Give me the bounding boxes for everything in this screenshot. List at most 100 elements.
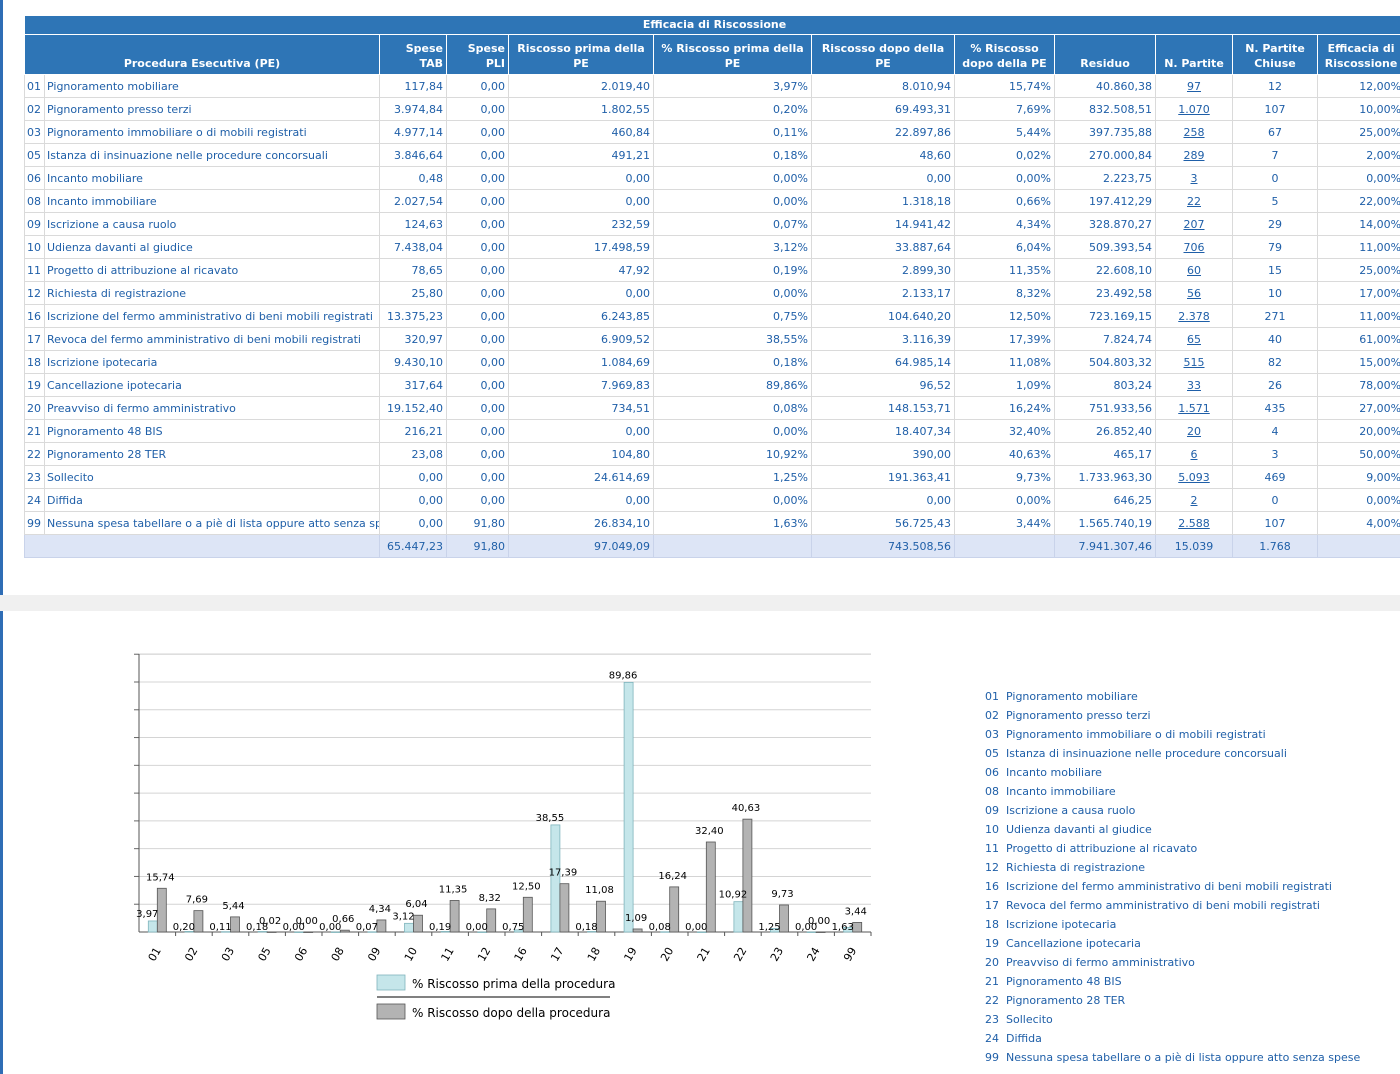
legend-item-name: Pignoramento 28 TER: [1006, 994, 1126, 1007]
n-partite-cell[interactable]: 65: [1155, 327, 1233, 351]
legend-item-code: 06: [985, 766, 999, 779]
data-label-dopo: 1,09: [625, 913, 647, 924]
data-label-dopo: 17,39: [549, 868, 578, 879]
n-partite-link[interactable]: 1.571: [1178, 401, 1210, 415]
residuo-cell: 26.852,40: [1054, 419, 1156, 443]
n-partite-link[interactable]: 289: [1183, 148, 1205, 162]
n-partite-link[interactable]: 65: [1187, 332, 1201, 346]
riscosso-dopo-cell: 64.985,14: [811, 350, 955, 374]
spese-tab-cell: 317,64: [379, 373, 447, 397]
n-partite-link[interactable]: 5.093: [1178, 470, 1210, 484]
n-partite-chiuse-cell: 4: [1232, 419, 1318, 443]
riscosso-dopo-cell: 0,00: [811, 488, 955, 512]
n-partite-link[interactable]: 6: [1190, 447, 1198, 461]
bar-prima: [440, 931, 451, 933]
riscosso-dopo-cell: 56.725,43: [811, 511, 955, 535]
legend-item-code: 17: [985, 899, 999, 912]
spese-tab-cell: 0,00: [379, 511, 447, 535]
chart-legend: % Riscosso prima della procedura % Riscos…: [376, 974, 615, 1020]
n-partite-cell[interactable]: 20: [1155, 419, 1233, 443]
x-tick-label: 24: [804, 945, 822, 964]
n-partite-cell[interactable]: 207: [1155, 212, 1233, 236]
riscosso-dopo-cell: 2.899,30: [811, 258, 955, 282]
n-partite-link[interactable]: 2.588: [1178, 516, 1210, 530]
n-partite-cell[interactable]: 2.378: [1155, 304, 1233, 328]
n-partite-cell[interactable]: 1.571: [1155, 396, 1233, 420]
n-partite-link[interactable]: 56: [1187, 286, 1201, 300]
n-partite-cell[interactable]: 258: [1155, 120, 1233, 144]
bar-dopo: [376, 919, 387, 933]
spese-tab-cell: 25,80: [379, 281, 447, 305]
n-partite-link[interactable]: 60: [1187, 263, 1201, 277]
x-tick-label: 01: [146, 945, 164, 964]
n-partite-cell[interactable]: 5.093: [1155, 465, 1233, 489]
x-tick-label: 12: [475, 945, 493, 964]
n-partite-cell[interactable]: 56: [1155, 281, 1233, 305]
legend-item-code: 16: [985, 880, 999, 893]
legend-item-code: 03: [985, 728, 999, 741]
bar-dopo: [559, 883, 570, 933]
data-label-prima: 0,00: [466, 922, 488, 933]
n-partite-link[interactable]: 2.378: [1178, 309, 1210, 323]
n-partite-cell[interactable]: 706: [1155, 235, 1233, 259]
n-partite-chiuse-cell: 15: [1232, 258, 1318, 282]
riscosso-prima-cell: 0,00: [508, 166, 654, 190]
bar-prima: [806, 931, 817, 933]
code-cell: 12: [24, 281, 45, 305]
pct-prima-cell: 0,18%: [653, 350, 812, 374]
legend-item-name: Iscrizione del fermo amministrativo di b…: [1006, 880, 1332, 893]
n-partite-link[interactable]: 207: [1183, 217, 1205, 231]
n-partite-chiuse-cell: 469: [1232, 465, 1318, 489]
n-partite-cell[interactable]: 2: [1155, 488, 1233, 512]
n-partite-cell[interactable]: 60: [1155, 258, 1233, 282]
legend-item-name: Revoca del fermo amministrativo di beni …: [1006, 899, 1320, 912]
pct-prima-cell: 0,75%: [653, 304, 812, 328]
n-partite-cell[interactable]: 97: [1155, 74, 1233, 98]
riscosso-dopo-cell: 69.493,31: [811, 97, 955, 121]
n-partite-link[interactable]: 33: [1187, 378, 1201, 392]
n-partite-chiuse-cell: 82: [1232, 350, 1318, 374]
pct-prima-cell: 0,20%: [653, 97, 812, 121]
n-partite-link[interactable]: 515: [1183, 355, 1205, 369]
n-partite-cell[interactable]: 289: [1155, 143, 1233, 167]
n-partite-link[interactable]: 3: [1190, 171, 1198, 185]
pct-dopo-cell: 40,63%: [954, 442, 1055, 466]
n-partite-link[interactable]: 706: [1183, 240, 1205, 254]
efficacia-cell: 0,00%: [1316, 166, 1400, 190]
n-partite-link[interactable]: 258: [1183, 125, 1205, 139]
n-partite-chiuse-cell: 0: [1232, 488, 1318, 512]
x-tick-label: 09: [365, 945, 383, 964]
data-label-dopo: 4,34: [369, 904, 391, 915]
n-partite-link[interactable]: 22: [1187, 194, 1201, 208]
n-partite-cell[interactable]: 33: [1155, 373, 1233, 397]
n-partite-cell[interactable]: 1.070: [1155, 97, 1233, 121]
n-partite-cell[interactable]: 2.588: [1155, 511, 1233, 535]
efficacia-cell: 27,00%: [1316, 396, 1400, 420]
n-partite-cell[interactable]: 3: [1155, 166, 1233, 190]
data-label-dopo: 15,74: [146, 872, 175, 883]
n-partite-link[interactable]: 1.070: [1178, 102, 1210, 116]
bar-dopo: [669, 886, 680, 933]
legend-list-item: 12 Richiesta di registrazione: [985, 859, 1360, 878]
n-partite-link[interactable]: 2: [1190, 493, 1198, 507]
bar-dopo: [522, 896, 533, 933]
n-partite-cell[interactable]: 515: [1155, 350, 1233, 374]
legend-item-name: Cancellazione ipotecaria: [1006, 937, 1141, 950]
legend-list-item: 01 Pignoramento mobiliare: [985, 688, 1360, 707]
table-row: 24 Diffida 0,00 0,00 0,00 0,00% 0,00 0,00% 646,2…: [24, 488, 1400, 512]
spese-pli-cell: 0,00: [446, 373, 509, 397]
n-partite-cell[interactable]: 22: [1155, 189, 1233, 213]
spese-pli-cell: 0,00: [446, 396, 509, 420]
col-header-spese-tab: Spese TAB: [379, 34, 447, 75]
n-partite-link[interactable]: 97: [1187, 79, 1201, 93]
pct-prima-cell: 0,00%: [653, 419, 812, 443]
n-partite-link[interactable]: 20: [1187, 424, 1201, 438]
n-partite-cell[interactable]: 6: [1155, 442, 1233, 466]
pct-dopo-cell: 3,44%: [954, 511, 1055, 535]
code-cell: 24: [24, 488, 45, 512]
efficacia-cell: 78,00%: [1316, 373, 1400, 397]
legend-list-item: 17 Revoca del fermo amministrativo di ben…: [985, 897, 1360, 916]
totals-row: 65.447,23 91,80 97.049,09 743.508,56 7.9…: [24, 534, 1400, 558]
legend-item-code: 22: [985, 994, 999, 1007]
total-n-partite: 15.039: [1155, 534, 1233, 558]
